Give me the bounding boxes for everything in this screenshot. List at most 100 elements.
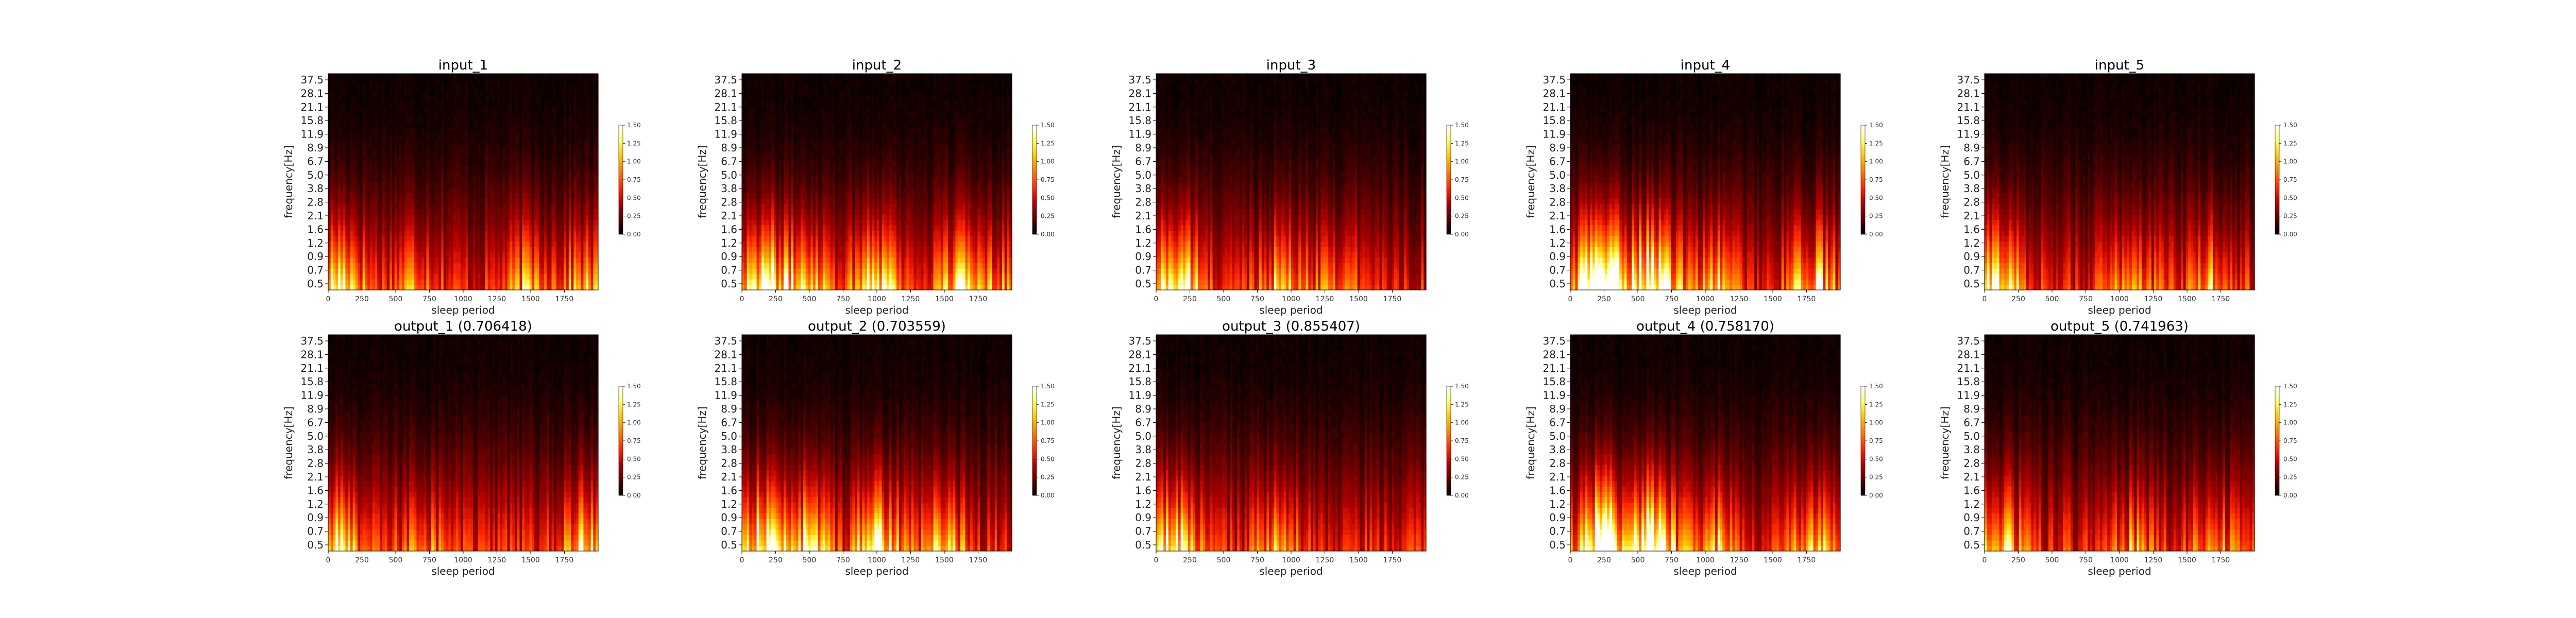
heatmap-cell: [348, 128, 350, 133]
heatmap-cell: [375, 236, 378, 242]
heatmap-cell: [355, 242, 358, 247]
heatmap-cell: [328, 79, 331, 85]
heatmap-cell: [338, 133, 341, 139]
heatmap-cell: [328, 203, 331, 209]
heatmap-cell: [343, 279, 346, 285]
heatmap-cell: [360, 106, 363, 112]
heatmap-cell: [348, 203, 350, 209]
heatmap-cell: [365, 112, 367, 117]
heatmap-cell: [338, 252, 341, 258]
heatmap-cell: [350, 101, 353, 107]
heatmap-cell: [375, 117, 378, 123]
heatmap-cell: [358, 236, 360, 242]
heatmap-cell: [350, 79, 353, 85]
heatmap-cell: [355, 209, 358, 215]
heatmap-cell: [360, 209, 363, 215]
heatmap-cell: [350, 231, 353, 236]
heatmap-cell: [355, 236, 358, 242]
heatmap-cell: [338, 144, 341, 150]
heatmap-cell: [355, 220, 358, 226]
heatmap-cell: [367, 198, 370, 204]
heatmap-cell: [360, 74, 363, 79]
heatmap-cell: [348, 285, 350, 290]
heatmap-cell: [333, 144, 336, 150]
heatmap-cell: [358, 160, 360, 166]
heatmap-cell: [363, 171, 365, 177]
heatmap-cell: [341, 95, 343, 101]
heatmap-cell: [365, 171, 367, 177]
heatmap-cell: [343, 101, 346, 107]
heatmap-cell: [328, 133, 331, 139]
heatmap-cell: [358, 171, 360, 177]
heatmap-cell: [370, 106, 372, 112]
heatmap-cell: [328, 279, 331, 285]
heatmap-cell: [360, 123, 363, 128]
heatmap-cell: [360, 258, 363, 263]
heatmap-cell: [372, 117, 375, 123]
heatmap-cell: [375, 101, 378, 107]
heatmap-cell: [363, 279, 365, 285]
heatmap-cell: [358, 220, 360, 226]
heatmap-cell: [331, 149, 333, 155]
heatmap-cell: [372, 90, 375, 96]
heatmap-cell: [365, 74, 367, 79]
heatmap-cell: [358, 209, 360, 215]
heatmap-cell: [343, 231, 346, 236]
heatmap-cell: [328, 198, 331, 204]
heatmap-cell: [353, 106, 355, 112]
heatmap-cell: [375, 90, 378, 96]
heatmap-cell: [333, 123, 336, 128]
heatmap-cell: [355, 171, 358, 177]
heatmap-cell: [372, 144, 375, 150]
heatmap-cell: [375, 247, 378, 252]
heatmap-cell: [353, 139, 355, 144]
heatmap-cell: [367, 214, 370, 220]
heatmap-cell: [365, 106, 367, 112]
heatmap-cell: [333, 117, 336, 123]
heatmap-cell: [353, 247, 355, 252]
heatmap-cell: [341, 106, 343, 112]
heatmap-cell: [353, 90, 355, 96]
heatmap-cell: [348, 225, 350, 231]
heatmap-cell: [358, 203, 360, 209]
heatmap-cell: [370, 231, 372, 236]
heatmap-cell: [367, 123, 370, 128]
heatmap-cell: [363, 274, 365, 280]
heatmap-cell: [363, 203, 365, 209]
heatmap-cell: [350, 274, 353, 280]
heatmap-cell: [343, 74, 346, 79]
heatmap-cell: [365, 225, 367, 231]
heatmap-cell: [328, 209, 331, 215]
heatmap-cell: [365, 203, 367, 209]
heatmap-cell: [367, 177, 370, 182]
heatmap-cell: [363, 112, 365, 117]
heatmap-cell: [365, 177, 367, 182]
heatmap-cell: [333, 268, 336, 274]
heatmap-cell: [370, 101, 372, 107]
heatmap-cell: [372, 182, 375, 187]
heatmap-cell: [375, 112, 378, 117]
heatmap-cell: [350, 177, 353, 182]
heatmap-cell: [331, 155, 333, 161]
heatmap-cell: [355, 106, 358, 112]
heatmap-cell: [328, 236, 331, 242]
heatmap-cell: [367, 187, 370, 193]
heatmap-cell: [358, 79, 360, 85]
heatmap-cell: [341, 74, 343, 79]
heatmap-cell: [345, 117, 348, 123]
heatmap-cell: [353, 214, 355, 220]
heatmap-cell: [328, 247, 331, 252]
heatmap-cell: [328, 74, 331, 79]
heatmap-cell: [338, 279, 341, 285]
heatmap-cell: [350, 171, 353, 177]
heatmap-cell: [353, 187, 355, 193]
heatmap-cell: [341, 149, 343, 155]
heatmap-cell: [367, 279, 370, 285]
heatmap-cell: [328, 214, 331, 220]
heatmap-cell: [328, 166, 331, 171]
heatmap-cell: [333, 112, 336, 117]
panels: input_10.50.70.91.21.62.12.83.85.06.78.9…: [282, 58, 2297, 577]
heatmap-cell: [367, 79, 370, 85]
heatmap-cell: [360, 220, 363, 226]
heatmap-cell: [363, 247, 365, 252]
